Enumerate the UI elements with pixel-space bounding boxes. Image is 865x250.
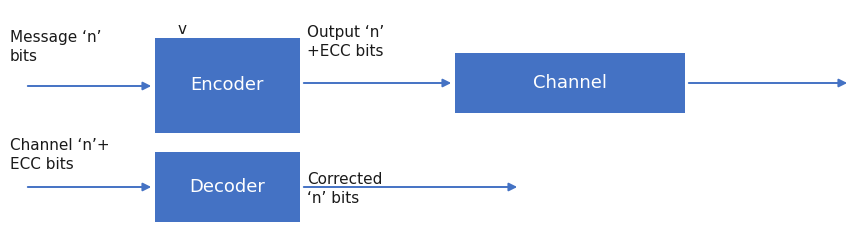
Text: Decoder: Decoder (189, 178, 266, 196)
Text: v: v (177, 22, 187, 37)
Bar (155, 152, 300, 222)
Text: Corrected
‘n’ bits: Corrected ‘n’ bits (307, 172, 382, 206)
Text: Channel ‘n’+
ECC bits: Channel ‘n’+ ECC bits (10, 138, 110, 172)
Bar (155, 38, 300, 133)
Text: Encoder: Encoder (191, 76, 264, 94)
Text: Message ‘n’
bits: Message ‘n’ bits (10, 30, 101, 64)
Text: Channel: Channel (533, 74, 607, 92)
Bar (455, 53, 685, 113)
Text: Output ‘n’
+ECC bits: Output ‘n’ +ECC bits (307, 25, 384, 59)
